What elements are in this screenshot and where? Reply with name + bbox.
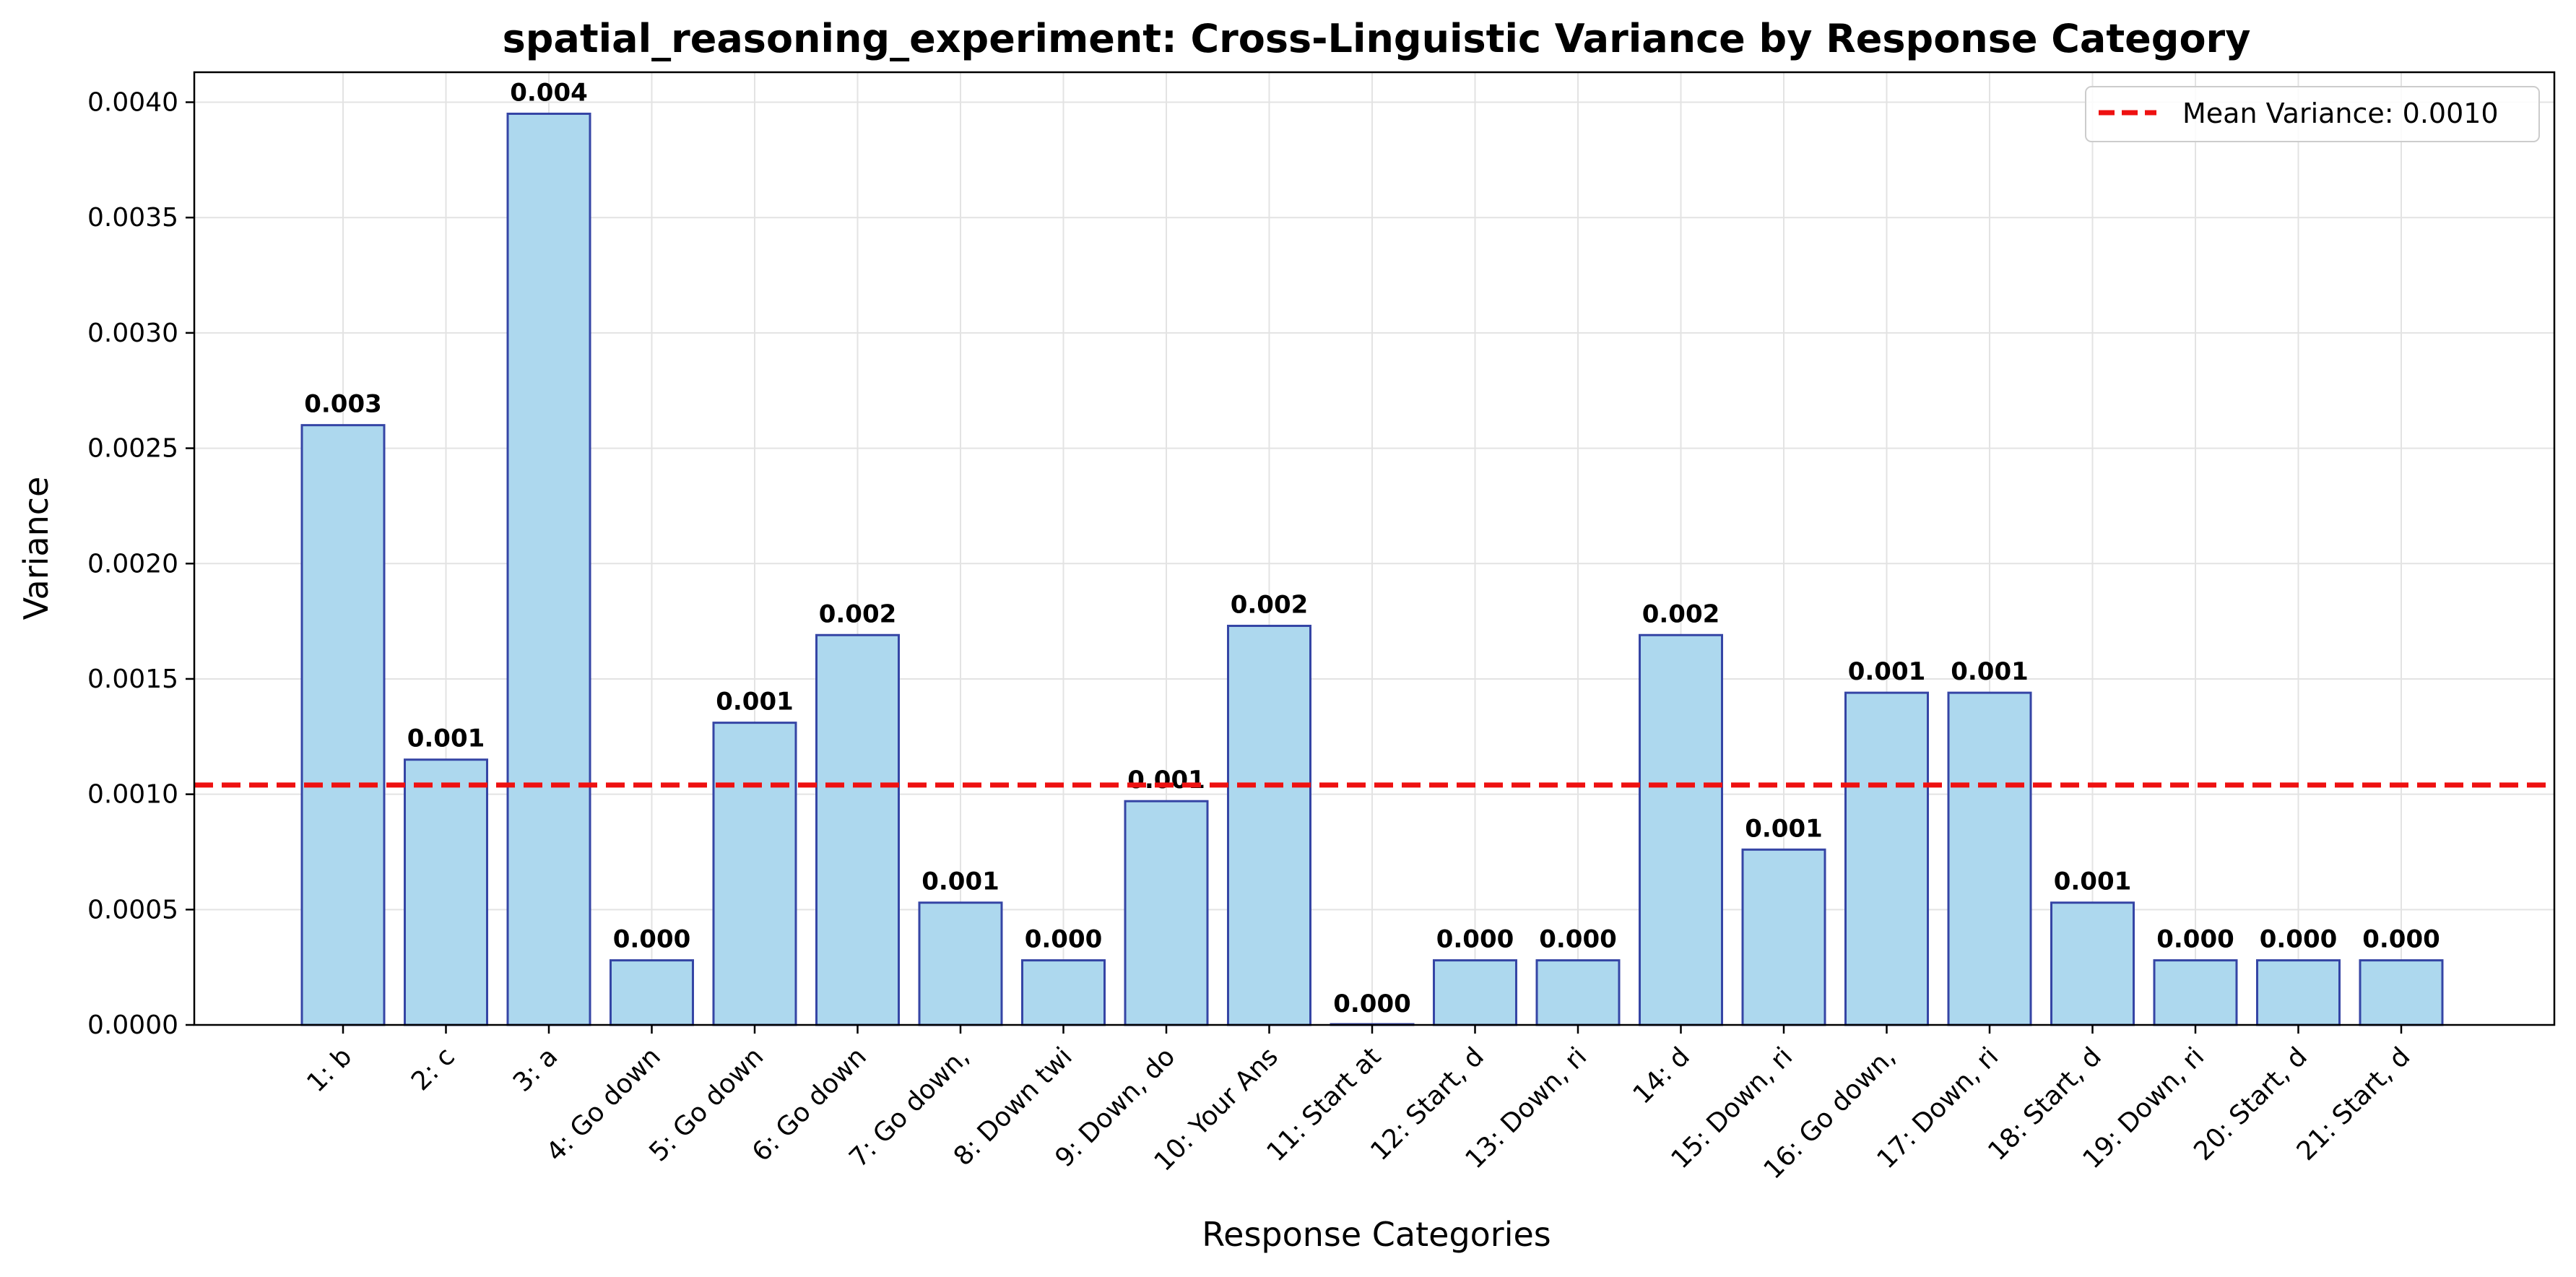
legend-label-mean: Mean Variance: 0.0010 <box>2182 98 2499 129</box>
x-tick-label: 3: a <box>508 1042 563 1097</box>
bars: 0.003 0.001 0.004 0.000 0.001 0.002 0.001 0.000… <box>300 78 2444 1026</box>
y-tick-label: 0.0030 <box>87 319 178 348</box>
bar-value-label: 0.001 <box>1745 814 1823 843</box>
bar <box>2050 901 2135 1026</box>
bar-value-label: 0.000 <box>1333 990 1411 1018</box>
bar <box>1124 800 1209 1026</box>
bar <box>712 722 797 1026</box>
bar <box>506 112 591 1026</box>
bar-value-label: 0.000 <box>1539 925 1617 954</box>
bar <box>610 959 694 1026</box>
bar-value-label: 0.001 <box>407 724 485 753</box>
bar <box>1021 959 1106 1026</box>
bar <box>1433 959 1517 1026</box>
bar-value-label: 0.000 <box>2260 925 2338 954</box>
bar <box>300 424 386 1026</box>
bar-value-label: 0.002 <box>819 599 897 628</box>
bar <box>1741 848 1826 1026</box>
x-tick-label: 2: c <box>406 1042 461 1096</box>
bar <box>815 633 900 1026</box>
bar-value-label: 0.000 <box>2156 925 2234 954</box>
y-axis-title: Variance <box>17 477 56 620</box>
bar <box>2359 959 2444 1026</box>
bar-value-label: 0.000 <box>1025 925 1103 954</box>
bar <box>2256 959 2341 1026</box>
bar <box>1535 959 1621 1026</box>
bar-value-label: 0.001 <box>716 688 794 717</box>
bar-value-label: 0.000 <box>613 925 691 954</box>
bar-value-label: 0.002 <box>1642 599 1720 628</box>
y-tick-label: 0.0010 <box>87 780 178 810</box>
legend-box <box>2085 86 2540 142</box>
bar <box>918 901 1003 1026</box>
legend: Mean Variance: 0.0010 <box>2085 86 2540 142</box>
y-tick-label: 0.0000 <box>87 1010 178 1040</box>
y-tick-label: 0.0020 <box>87 549 178 579</box>
bar-value-label: 0.001 <box>1848 657 1926 686</box>
x-tick-label: 1: b <box>301 1042 357 1098</box>
bar-value-label: 0.003 <box>304 390 382 419</box>
bar-value-label: 0.001 <box>2054 867 2132 896</box>
x-axis-title: Response Categories <box>1202 1215 1551 1254</box>
bar <box>1947 691 2032 1026</box>
bar-value-label: 0.000 <box>2362 925 2440 954</box>
bar-value-label: 0.000 <box>1436 925 1514 954</box>
bar-value-label: 0.002 <box>1231 590 1309 619</box>
bar <box>1639 633 1723 1026</box>
bar <box>2153 959 2238 1026</box>
bar-value-label: 0.001 <box>1951 657 2029 686</box>
y-tick-label: 0.0015 <box>87 665 178 694</box>
y-tick-label: 0.0035 <box>87 203 178 233</box>
bar <box>1227 624 1311 1026</box>
bar-value-label: 0.004 <box>510 78 588 107</box>
y-tick-label: 0.0025 <box>87 434 178 464</box>
bar <box>1844 691 1929 1026</box>
y-tick-label: 0.0040 <box>87 88 178 118</box>
x-tick-label: 14: d <box>1628 1042 1696 1109</box>
chart-title: spatial_reasoning_experiment: Cross-Ling… <box>503 16 2251 61</box>
bar-value-label: 0.001 <box>1127 766 1205 795</box>
y-axis: 0.0000 0.0005 0.0010 0.0015 0.0020 0.0025 0.00… <box>87 88 194 1040</box>
plot-area-frame <box>193 71 2556 1026</box>
bar <box>404 758 488 1026</box>
bar-value-label: 0.001 <box>921 867 999 896</box>
y-tick-label: 0.0005 <box>87 895 178 925</box>
